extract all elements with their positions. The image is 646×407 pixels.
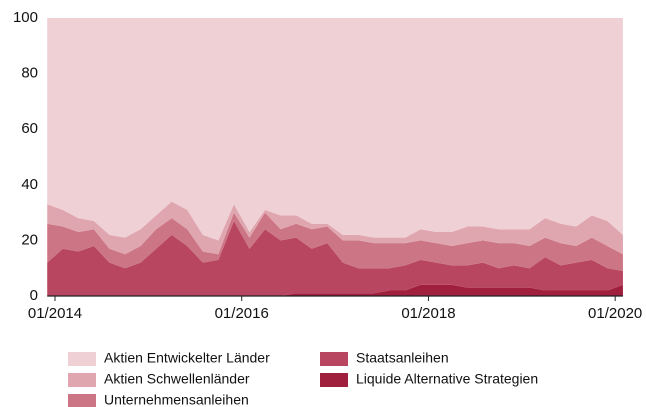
x-tick-label: 01/2020 xyxy=(588,305,642,322)
legend-label: Aktien Schwellenländer xyxy=(104,371,250,387)
legend-swatch xyxy=(320,352,348,366)
area xyxy=(47,220,623,296)
x-tick-label: 01/2014 xyxy=(28,305,82,322)
legend-swatch xyxy=(68,352,96,366)
area xyxy=(47,18,623,241)
legend-swatch xyxy=(320,373,348,387)
legend-label: Staatsanleihen xyxy=(356,350,449,366)
x-tick-label: 01/2018 xyxy=(401,305,455,322)
legend-label: Liquide Alternative Strategien xyxy=(356,371,538,387)
y-tick-label: 40 xyxy=(21,176,38,193)
legend-label: Aktien Entwickelter Länder xyxy=(104,350,270,366)
x-tick-label: 01/2016 xyxy=(215,305,269,322)
y-tick-label: 100 xyxy=(13,9,38,26)
y-tick-label: 0 xyxy=(30,287,38,304)
legend-label: Unternehmensanleihen xyxy=(104,392,249,407)
area xyxy=(47,212,623,271)
y-tick-label: 60 xyxy=(21,120,38,137)
legend-swatch xyxy=(68,394,96,407)
legend-swatch xyxy=(68,373,96,387)
y-tick-label: 80 xyxy=(21,65,38,82)
y-tick-label: 20 xyxy=(21,231,38,248)
